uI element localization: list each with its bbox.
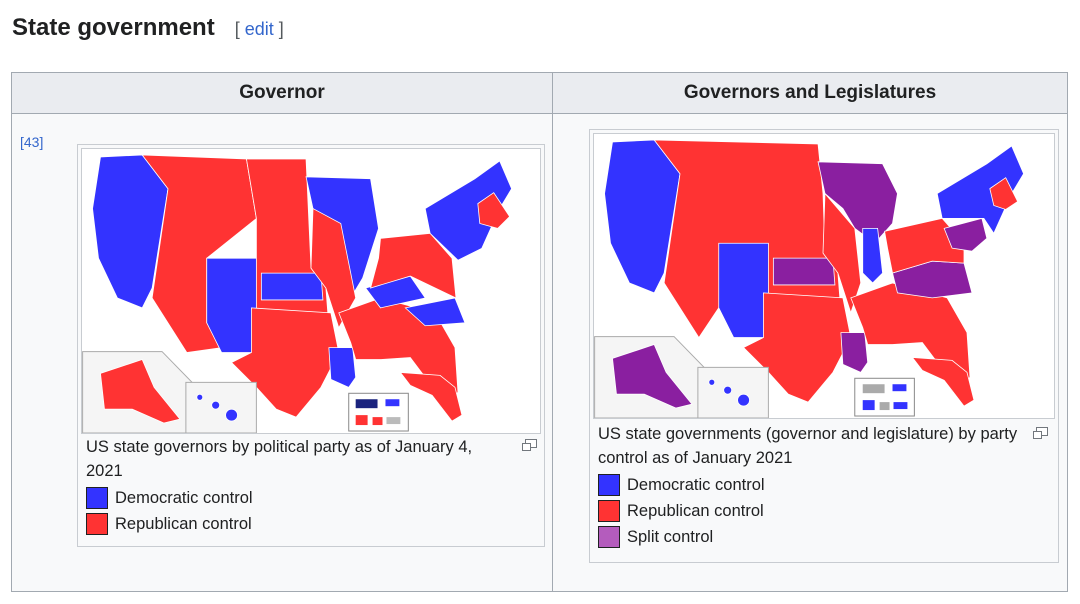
section-title: State government — [12, 14, 215, 41]
hawaii-dot — [196, 393, 204, 401]
header-governor: Governor — [11, 72, 553, 114]
cell-governors-legislatures: US state governments (governor and legis… — [552, 113, 1068, 592]
map-lower48 — [92, 154, 513, 422]
legend-swatch-republican — [598, 500, 620, 522]
map-insets — [594, 336, 915, 418]
enlarge-icon[interactable] — [1033, 427, 1048, 439]
legend-governor: Democratic control Republican control — [86, 485, 253, 537]
legend-governors-legislatures: Democratic control Republican control Sp… — [598, 472, 765, 550]
caption-governors-legislatures: US state governments (governor and legis… — [598, 425, 1018, 467]
state-region — [742, 292, 852, 403]
state-region — [822, 192, 862, 315]
us-governors-map[interactable] — [81, 148, 541, 434]
state-region — [718, 242, 769, 338]
state-government-table: Governor Governors and Legislatures [43] — [11, 72, 1068, 592]
legend-item: Split control — [598, 524, 765, 550]
state-region — [943, 217, 988, 252]
legend-swatch-split — [598, 526, 620, 548]
map-lower48 — [604, 139, 1025, 407]
state-region — [310, 207, 357, 329]
edit-link[interactable]: edit — [244, 19, 274, 39]
state-region — [328, 347, 357, 388]
state-region — [399, 371, 463, 422]
reference-link[interactable]: [43] — [20, 134, 44, 150]
legend-swatch-democratic — [86, 487, 108, 509]
legend-item: Democratic control — [86, 485, 253, 511]
alaska-shape — [100, 359, 181, 424]
legend-swatch-democratic — [598, 474, 620, 496]
alaska-shape — [612, 344, 693, 409]
map-insets — [82, 351, 409, 433]
state-region — [404, 297, 466, 327]
thumbnail-governors-legislatures: US state governments (governor and legis… — [589, 129, 1059, 563]
legend-item: Republican control — [86, 511, 253, 537]
hawaii-dot — [723, 385, 733, 395]
us-state-government-map[interactable] — [593, 133, 1055, 419]
state-region — [911, 356, 975, 407]
legend-label: Republican control — [115, 514, 252, 533]
edit-bracket-open: [ — [234, 19, 240, 39]
header-governors-legislatures: Governors and Legislatures — [552, 72, 1068, 114]
hawaii-dot — [211, 400, 221, 410]
state-region — [477, 192, 511, 229]
edit-section: [ edit ] — [235, 19, 284, 40]
legend-label: Democratic control — [627, 475, 765, 494]
state-region — [206, 257, 257, 353]
thumbnail-governor: US state governors by political party as… — [77, 144, 545, 547]
hawaii-dot — [708, 378, 716, 386]
legend-item: Republican control — [598, 498, 765, 524]
state-region — [884, 217, 965, 274]
state-region — [230, 307, 340, 418]
state-region — [772, 257, 836, 286]
edit-bracket-close: ] — [278, 19, 284, 39]
state-region — [840, 332, 869, 373]
hawaii-dot — [225, 408, 238, 422]
legend-label: Democratic control — [115, 488, 253, 507]
caption-governor: US state governors by political party as… — [86, 438, 473, 480]
state-region — [370, 232, 457, 299]
state-region — [989, 177, 1019, 210]
legend-label: Republican control — [627, 501, 764, 520]
enlarge-icon[interactable] — [522, 439, 537, 451]
legend-label: Split control — [627, 527, 714, 546]
state-region — [862, 227, 884, 284]
cell-governor: [43] — [11, 113, 553, 592]
legend-item: Democratic control — [598, 472, 765, 498]
legend-swatch-republican — [86, 513, 108, 535]
hawaii-dot — [737, 393, 750, 407]
state-region — [260, 272, 324, 301]
section-heading: State government [ edit ] — [12, 14, 284, 50]
